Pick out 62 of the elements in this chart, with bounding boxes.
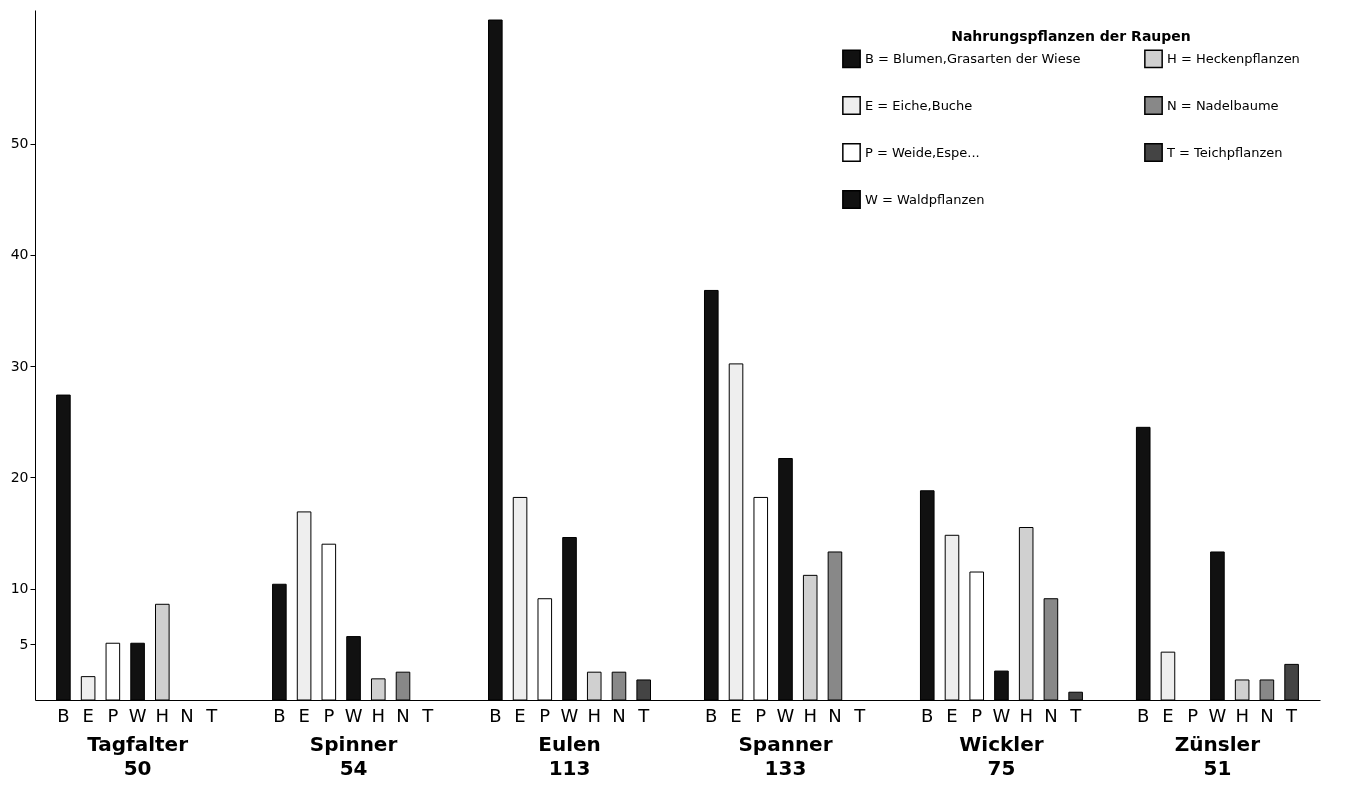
text: H xyxy=(1019,705,1033,726)
text: P xyxy=(539,705,551,726)
text: T xyxy=(854,705,866,726)
x-tick-label: Spinner 54 xyxy=(309,731,398,780)
legend-title: Nahrungspflanzen der Raupen xyxy=(951,28,1191,44)
text: N xyxy=(396,705,410,726)
text: T xyxy=(638,705,650,726)
text: E xyxy=(946,705,958,726)
text: H xyxy=(587,705,602,726)
text: W xyxy=(1208,705,1227,726)
text: B xyxy=(921,705,934,726)
y-tick-label: 40 xyxy=(10,246,29,263)
text: N xyxy=(828,705,842,726)
text: B xyxy=(705,705,718,726)
text: B xyxy=(1137,705,1150,726)
x-tick-label: Spanner 133 xyxy=(738,731,833,780)
y-tick-label: 30 xyxy=(10,357,29,374)
text: N xyxy=(1044,705,1058,726)
text: P xyxy=(971,705,983,726)
text: E xyxy=(1162,705,1174,726)
text: W xyxy=(344,705,363,726)
text: N xyxy=(180,705,194,726)
text: T xyxy=(1070,705,1082,726)
y-tick-label: 10 xyxy=(10,580,29,597)
text: W xyxy=(560,705,579,726)
legend-label: P = Weide,Espe... xyxy=(865,144,980,160)
text: P xyxy=(1187,705,1199,726)
text: P xyxy=(755,705,767,726)
legend-label: E = Eiche,Buche xyxy=(865,97,973,113)
y-tick-label: 50 xyxy=(10,135,29,152)
text: E xyxy=(514,705,526,726)
legend-label: B = Blumen,Grasarten der Wiese xyxy=(865,50,1081,66)
text: B xyxy=(273,705,286,726)
text: T xyxy=(1286,705,1298,726)
legend-label: T = Teichpflanzen xyxy=(1166,144,1283,160)
text: P xyxy=(107,705,119,726)
x-tick-label: Tagfalter 50 xyxy=(87,731,189,780)
x-tick-label: Wickler 75 xyxy=(959,731,1044,780)
text: E xyxy=(82,705,94,726)
text: W xyxy=(128,705,147,726)
text: T xyxy=(205,705,219,726)
legend-label: N = Nadelbaume xyxy=(1167,97,1279,113)
text: H xyxy=(803,705,817,726)
text: T xyxy=(422,705,434,726)
text: P xyxy=(323,705,335,726)
text: E xyxy=(298,705,310,726)
text: N xyxy=(612,705,626,726)
x-tick-label: Zünsler 51 xyxy=(1174,731,1261,780)
legend-label: W = Waldpflanzen xyxy=(865,191,985,207)
y-tick-label: 20 xyxy=(10,468,29,485)
y-tick-label: 5 xyxy=(19,635,29,652)
text: N xyxy=(1260,705,1274,726)
text: H xyxy=(1235,705,1249,726)
text: W xyxy=(776,705,795,726)
legend-label: H = Heckenpflanzen xyxy=(1167,50,1300,66)
text: H xyxy=(371,705,386,726)
x-tick-label: Eulen 113 xyxy=(538,731,601,780)
text: E xyxy=(730,705,742,726)
text: B xyxy=(489,705,502,726)
text: H xyxy=(155,705,170,726)
text: B xyxy=(57,705,70,726)
text: W xyxy=(992,705,1011,726)
